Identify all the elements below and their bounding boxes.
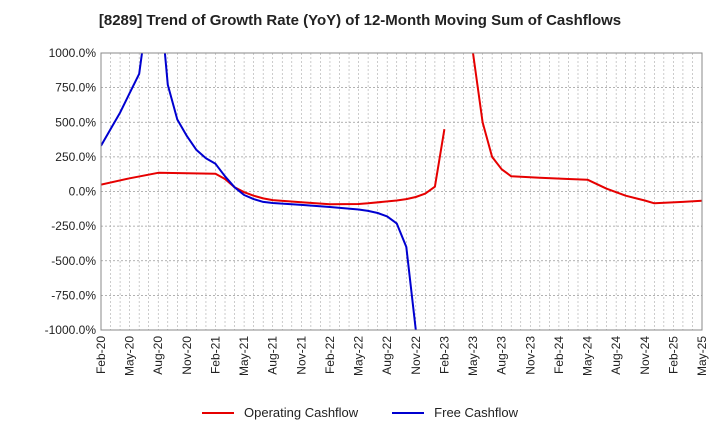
x-tick-label-11: Nov-22 — [409, 336, 423, 375]
y-tick-label-8: -1000.0% — [45, 323, 97, 337]
x-tick-label-16: Feb-24 — [552, 336, 566, 374]
y-axis-ticks: 1000.0% 750.0% 500.0% 250.0% 0.0% -250.0% -500… — [45, 46, 97, 337]
legend-swatch-free — [392, 411, 425, 414]
series-lines — [101, 53, 702, 330]
y-tick-label-0: 1000.0% — [49, 46, 97, 60]
y-tick-label-3: 250.0% — [55, 150, 96, 164]
x-tick-label-7: Nov-21 — [294, 336, 308, 375]
x-tick-label-17: May-24 — [581, 336, 595, 376]
x-tick-label-14: Aug-23 — [495, 336, 509, 375]
legend-item-operating-cashflow: Operating Cashflow — [202, 405, 358, 420]
legend-label-free: Free Cashflow — [434, 405, 518, 420]
plot-frame — [100, 52, 703, 331]
series-line-0-segment-0 — [101, 129, 446, 206]
x-tick-label-2: Aug-20 — [151, 336, 165, 375]
y-tick-label-6: -500.0% — [51, 254, 96, 268]
x-tick-label-12: Feb-23 — [437, 336, 451, 374]
series-line-1-segment-1 — [163, 53, 417, 330]
x-tick-label-13: May-23 — [466, 336, 480, 376]
x-tick-label-6: Aug-21 — [266, 336, 280, 375]
legend-swatch-operating — [202, 411, 234, 414]
series-line-1-segment-0 — [101, 53, 143, 147]
x-tick-label-3: Nov-20 — [180, 336, 194, 375]
series-line-0-segment-1 — [472, 53, 702, 205]
y-tick-label-1: 750.0% — [55, 81, 96, 95]
y-tick-label-7: -750.0% — [51, 288, 96, 302]
legend-label-operating: Operating Cashflow — [244, 405, 359, 420]
x-tick-label-9: May-22 — [352, 336, 366, 376]
legend-item-free-cashflow: Free Cashflow — [392, 405, 518, 420]
x-tick-label-10: Aug-22 — [380, 336, 394, 375]
y-tick-label-4: 0.0% — [69, 185, 97, 199]
x-tick-label-0: Feb-20 — [94, 336, 108, 374]
x-tick-label-4: Feb-21 — [208, 336, 222, 374]
x-axis-ticks: Feb-20 May-20 Aug-20 Nov-20 Feb-21 May-21 Aug-… — [94, 336, 709, 376]
x-tick-label-18: Aug-24 — [609, 336, 623, 375]
x-tick-label-19: Nov-24 — [638, 336, 652, 375]
x-tick-label-8: Feb-22 — [323, 336, 337, 374]
x-tick-label-21: May-25 — [695, 336, 709, 376]
chart-title: [8289] Trend of Growth Rate (YoY) of 12-… — [98, 12, 622, 29]
x-tick-label-5: May-21 — [237, 336, 251, 376]
x-tick-label-1: May-20 — [123, 336, 137, 376]
x-tick-label-15: Nov-23 — [523, 336, 537, 375]
y-tick-label-2: 500.0% — [55, 115, 96, 129]
x-tick-label-20: Feb-25 — [666, 336, 680, 374]
y-tick-label-5: -250.0% — [51, 219, 96, 233]
legend: Operating Cashflow Free Cashflow — [0, 405, 720, 420]
